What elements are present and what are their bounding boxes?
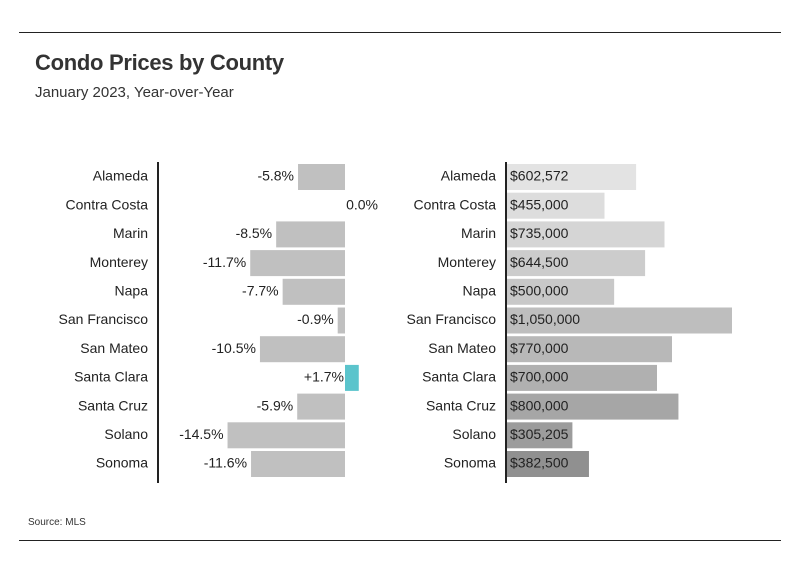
category-label: Alameda (93, 168, 148, 184)
category-label: Sonoma (444, 455, 496, 471)
change-value-label: -11.7% (203, 254, 246, 270)
category-label: San Mateo (428, 340, 496, 356)
price-bar (507, 192, 605, 219)
category-label: Monterey (438, 254, 496, 270)
change-bar (298, 164, 345, 190)
category-label: San Mateo (80, 340, 148, 356)
change-bar (276, 221, 345, 248)
change-value-label: 0.0% (346, 196, 378, 212)
change-value-label: -10.5% (212, 340, 256, 356)
price-bar (507, 422, 573, 449)
price-value-label: $770,000 (510, 340, 569, 356)
median-price-chart: Alameda $602,572 Contra Costa $455,000 Marin… (407, 162, 732, 483)
change-value-label: -8.5% (236, 225, 273, 241)
change-bar (345, 364, 359, 391)
change-value-label: -0.9% (297, 311, 334, 327)
price-bar (507, 221, 665, 248)
category-label: San Francisco (407, 311, 497, 327)
category-label: Monterey (90, 254, 148, 270)
category-label: Santa Clara (422, 369, 496, 385)
price-value-label: $1,050,000 (510, 311, 580, 327)
change-bar (250, 250, 345, 277)
change-value-label: -5.9% (257, 397, 294, 413)
category-label: Napa (463, 283, 497, 299)
category-label: Solano (104, 426, 148, 442)
change-bar (337, 307, 345, 334)
category-label: Contra Costa (414, 196, 497, 212)
price-bar (507, 164, 637, 190)
change-value-label: -5.8% (257, 168, 294, 184)
change-bar (251, 451, 345, 477)
bottom-rule (19, 540, 781, 541)
change-bar (282, 278, 345, 305)
category-label: Santa Clara (74, 369, 148, 385)
category-label: Santa Cruz (78, 397, 148, 413)
category-label: Solano (452, 426, 496, 442)
source-note: Source: MLS (28, 517, 86, 528)
price-value-label: $305,205 (510, 426, 569, 442)
price-value-label: $700,000 (510, 369, 569, 385)
top-rule (19, 32, 781, 33)
category-label: San Francisco (59, 311, 149, 327)
price-bar (507, 393, 679, 420)
category-label: Alameda (441, 168, 496, 184)
price-bar (507, 336, 672, 363)
change-value-label: -14.5% (179, 426, 223, 442)
change-bar (297, 393, 345, 420)
change-value-label: +1.7% (304, 369, 344, 385)
category-label: Marin (461, 225, 496, 241)
price-bar (507, 307, 732, 334)
price-value-label: $382,500 (510, 455, 569, 471)
price-value-label: $455,000 (510, 196, 569, 212)
yoy-change-chart: Alameda -5.8% Contra Costa 0.0% Marin -8.5% Mo… (59, 162, 378, 483)
price-bar (507, 451, 589, 477)
price-value-label: $735,000 (510, 225, 569, 241)
price-bar (507, 364, 657, 391)
category-label: Napa (115, 283, 149, 299)
change-bar (259, 336, 345, 363)
price-value-label: $500,000 (510, 283, 569, 299)
change-bar (227, 422, 345, 449)
change-value-label: -11.6% (204, 455, 247, 471)
chart-subtitle: January 2023, Year-over-Year (35, 84, 234, 101)
price-value-label: $602,572 (510, 168, 569, 184)
category-label: Marin (113, 225, 148, 241)
category-label: Contra Costa (66, 196, 149, 212)
price-bar (507, 250, 646, 277)
category-label: Sonoma (96, 455, 148, 471)
chart-title: Condo Prices by County (35, 50, 284, 75)
price-bar (507, 278, 615, 305)
category-label: Santa Cruz (426, 397, 496, 413)
price-value-label: $800,000 (510, 397, 569, 413)
change-value-label: -7.7% (242, 283, 279, 299)
price-value-label: $644,500 (510, 254, 569, 270)
